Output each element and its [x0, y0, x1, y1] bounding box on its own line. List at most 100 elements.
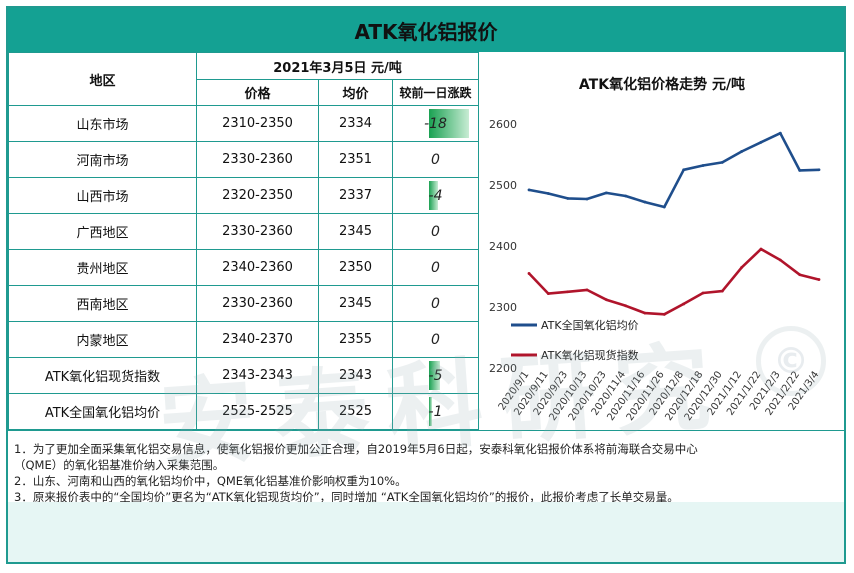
legend-label: ATK全国氧化铝均价 [541, 318, 639, 332]
change-column-header: 较前一日涨跌 [391, 79, 480, 106]
price-cell: 2330-2360 [196, 285, 319, 322]
data-point [817, 278, 821, 281]
change-cell: -1 [391, 393, 480, 430]
change-value: -5 [428, 367, 443, 384]
note-line: 2．山东、河南和山西的氧化铝均价中，QME氧化铝基准价影响权重为10%。 [14, 474, 407, 488]
data-point [566, 197, 570, 200]
watermark-seal: © [756, 326, 826, 396]
avg-cell: 2343 [318, 357, 393, 394]
region-cell: ATK全国氧化铝均价 [8, 393, 197, 430]
change-bar [429, 361, 441, 390]
data-point [778, 131, 782, 135]
data-point [643, 200, 647, 204]
chart-title: ATK氧化铝价格走势 元/吨 [578, 77, 746, 93]
region-cell: ATK氧化铝现货指数 [8, 357, 197, 394]
note-line: 3．原来报价表中的“全国均价”更名为“ATK氧化铝现货均价”，同时增加 “ATK… [14, 490, 679, 504]
region-header: 地区 [8, 52, 197, 106]
region-cell: 山西市场 [8, 177, 197, 214]
report-frame: ATK氧化铝报价 地区 2021年3月5日 元/吨 价格 均价 较前一日涨跌 山… [6, 6, 846, 564]
data-point [682, 168, 686, 172]
change-value: -18 [424, 115, 447, 132]
series-line [528, 131, 820, 209]
note-line: （QME）的氧化铝基准价纳入采集范围。 [14, 458, 225, 472]
price-cell: 2330-2360 [196, 213, 319, 250]
change-value: 0 [431, 223, 440, 240]
y-tick-label: 2600 [489, 118, 517, 131]
region-cell: 内蒙地区 [8, 321, 197, 358]
price-table: 地区 2021年3月5日 元/吨 价格 均价 较前一日涨跌 山东市场 2310-2… [8, 51, 480, 430]
avg-cell: 2350 [318, 249, 393, 286]
table-row: 山东市场 2310-2350 2334 -18 [8, 105, 480, 142]
price-cell: 2340-2360 [196, 249, 319, 286]
change-cell: 0 [391, 213, 480, 250]
change-cell: 0 [391, 285, 480, 322]
table-row: ATK全国氧化铝均价 2525-2525 2525 -1 [8, 393, 480, 430]
data-point [546, 292, 550, 295]
table-row: 贵州地区 2340-2360 2350 0 [8, 249, 480, 286]
table-row: 河南市场 2330-2360 2351 0 [8, 141, 480, 178]
change-value: -4 [428, 187, 443, 204]
data-point [662, 205, 666, 209]
avg-cell: 2345 [318, 213, 393, 250]
avg-cell: 2334 [318, 105, 393, 142]
data-point [759, 140, 763, 144]
region-cell: 河南市场 [8, 141, 197, 178]
change-value: 0 [431, 259, 440, 276]
change-value: 0 [431, 151, 440, 168]
table-row: 内蒙地区 2340-2370 2355 0 [8, 321, 480, 358]
price-column-header: 价格 [196, 79, 319, 106]
legend-label: ATK氧化铝现货指数 [541, 348, 639, 362]
change-value: 0 [431, 295, 440, 312]
notes: 1．为了更加全面采集氧化铝交易信息，使氧化铝报价更加公正合理，自2019年5月6… [8, 430, 844, 504]
footer-band [8, 502, 844, 562]
avg-cell: 2525 [318, 393, 393, 430]
data-point [759, 247, 763, 251]
y-tick-label: 2200 [489, 362, 517, 375]
series-line [528, 247, 820, 316]
price-cell: 2343-2343 [196, 357, 319, 394]
data-point [624, 194, 628, 198]
data-point [778, 258, 782, 262]
change-cell: -5 [391, 357, 480, 394]
data-point [682, 302, 686, 306]
data-point [701, 291, 705, 295]
table-row: 山西市场 2320-2350 2337 -4 [8, 177, 480, 214]
change-value: 0 [431, 331, 440, 348]
data-point [701, 164, 705, 167]
price-cell: 2320-2350 [196, 177, 319, 214]
data-point [720, 289, 724, 293]
price-cell: 2310-2350 [196, 105, 319, 142]
data-point [527, 188, 531, 192]
data-point [546, 192, 550, 195]
table-row: 广西地区 2330-2360 2345 0 [8, 213, 480, 250]
region-cell: 西南地区 [8, 285, 197, 322]
change-cell: -18 [391, 105, 480, 142]
data-point [662, 312, 666, 316]
data-point [798, 168, 802, 172]
avg-cell: 2337 [318, 177, 393, 214]
avg-cell: 2351 [318, 141, 393, 178]
data-point [585, 288, 589, 292]
change-value: -1 [428, 403, 443, 420]
data-point [604, 191, 608, 195]
price-cell: 2330-2360 [196, 141, 319, 178]
change-bar [429, 397, 432, 426]
avg-cell: 2355 [318, 321, 393, 358]
change-bar [429, 109, 469, 138]
change-cell: -4 [391, 177, 480, 214]
data-point [798, 273, 802, 277]
data-point [624, 304, 628, 308]
price-cell: 2525-2525 [196, 393, 319, 430]
data-point [720, 161, 724, 164]
data-point [740, 265, 744, 269]
data-point [527, 272, 531, 275]
data-point [566, 290, 570, 294]
table-row: ATK氧化铝现货指数 2343-2343 2343 -5 [8, 357, 480, 394]
y-tick-label: 2500 [489, 179, 517, 192]
data-point [740, 150, 744, 153]
page-title: ATK氧化铝报价 [8, 8, 844, 52]
region-cell: 贵州地区 [8, 249, 197, 286]
avg-column-header: 均价 [318, 79, 393, 106]
region-cell: 广西地区 [8, 213, 197, 250]
date-header: 2021年3月5日 元/吨 [195, 51, 480, 81]
